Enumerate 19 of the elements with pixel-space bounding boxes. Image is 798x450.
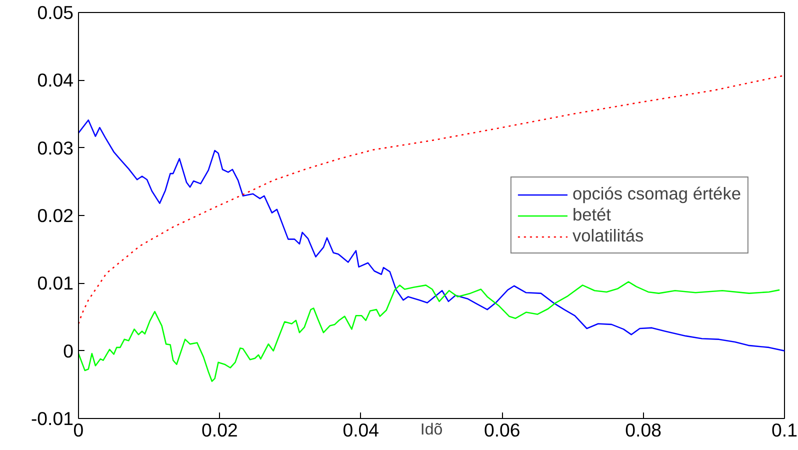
x-tick-label: 0.08 — [625, 420, 662, 440]
x-tick-label: 0.04 — [342, 420, 380, 440]
y-tick-label: 0.03 — [37, 137, 74, 158]
legend-label: betét — [572, 204, 611, 226]
x-axis-title: Idõ — [420, 422, 443, 438]
legend-label: volatilitás — [572, 226, 644, 246]
legend-label: opciós csomag értéke — [572, 184, 741, 204]
x-tick-label: 0.06 — [484, 420, 520, 440]
y-tick-label: 0.01 — [37, 272, 74, 294]
line-series — [78, 281, 780, 382]
x-tick-label: 0.02 — [202, 420, 238, 440]
y-tick-label: 0.05 — [37, 2, 74, 23]
y-tick-label: 0.02 — [37, 205, 74, 226]
y-tick-label: 0.04 — [37, 70, 74, 91]
line-series — [78, 119, 784, 352]
line-series — [78, 74, 784, 324]
y-tick-label: 0 — [63, 340, 74, 362]
y-tick-label: -0.01 — [30, 408, 74, 429]
x-tick-label: 0.1 — [772, 420, 798, 440]
